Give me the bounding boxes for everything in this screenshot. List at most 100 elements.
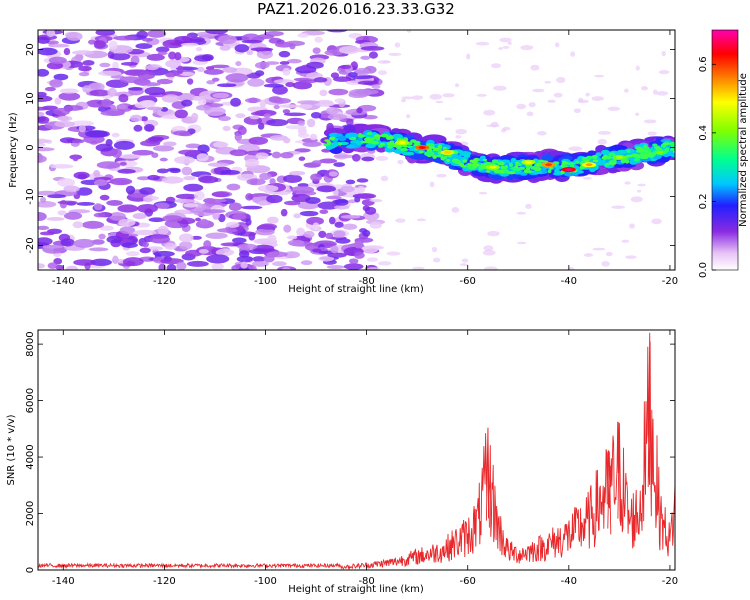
spectrogram-noise-blob: [72, 221, 84, 229]
spectrogram-noise-blob: [198, 249, 209, 254]
spectrogram-faint-blob: [577, 97, 584, 103]
spectrogram-ridge-blob: [510, 167, 517, 170]
spectrogram-noise-blob: [316, 185, 336, 193]
spectrogram-faint-blob: [643, 119, 657, 124]
colorbar-tick-label: 0.6: [698, 56, 709, 72]
spectrogram-noise-blob: [163, 141, 177, 147]
spectrogram-ytick-label: 20: [25, 43, 36, 56]
spectrogram-noise-blob: [292, 81, 313, 90]
spectrogram-noise-blob: [282, 137, 291, 144]
spectrogram-faint-blob: [377, 60, 391, 64]
spectrogram-hotspot-core: [398, 141, 406, 145]
spectrogram-noise-blob: [139, 247, 151, 254]
spectrogram-noise-blob: [145, 64, 159, 71]
spectrogram-faint-blob: [530, 64, 540, 71]
spectrogram-noise-blob: [235, 113, 246, 119]
spectrogram-noise-blob: [58, 92, 81, 101]
spectrogram-noise-blob: [245, 158, 260, 167]
spectrogram-noise-blob: [226, 183, 241, 191]
spectrogram-noise-blob: [205, 232, 228, 239]
spectrogram-noise-blob: [368, 51, 379, 59]
spectrogram-noise-blob: [328, 88, 349, 96]
spectrogram-noise-blob: [78, 124, 86, 133]
spectrogram-noise-blob: [88, 247, 109, 252]
spectrogram-noise-blob: [99, 225, 114, 231]
spectrogram-hotspot-core: [524, 160, 532, 164]
spectrogram-ridge-blob: [407, 145, 413, 148]
spectrogram-noise-blob: [216, 83, 237, 88]
spectrogram-noise-blob: [211, 64, 230, 69]
spectrogram-noise-blob: [257, 185, 279, 193]
colorbar-tick-label: 0.0: [698, 262, 709, 278]
spectrogram-hotspot-core: [615, 155, 623, 159]
spectrogram-noise-blob: [245, 218, 252, 226]
spectrogram-noise-blob: [213, 141, 229, 148]
spectrogram-noise-blob: [109, 52, 131, 61]
spectrogram-x-label: Height of straight line (km): [288, 284, 424, 295]
spectrogram-noise-blob: [352, 153, 361, 162]
spectrogram-ridge-blob: [370, 141, 380, 145]
spectrogram-noise-blob: [177, 65, 184, 75]
spectrogram-noise-blob: [218, 213, 226, 223]
spectrogram-noise-blob: [38, 225, 50, 230]
colorbar-tick-label: 0.4: [698, 125, 709, 141]
spectrogram-faint-blob: [493, 85, 507, 91]
spectrogram-noise-blob: [346, 118, 354, 126]
spectrogram-noise-blob: [237, 243, 258, 250]
spectrogram-noise-blob: [169, 168, 181, 174]
spectrogram-ridge-blob: [652, 155, 662, 160]
spectrogram-faint-blob: [635, 65, 640, 71]
spectrogram-ridge-blob: [581, 156, 589, 161]
spectrogram-noise-blob: [146, 53, 165, 61]
spectrogram-faint-blob: [483, 109, 496, 116]
spectrogram-noise-blob: [137, 82, 161, 87]
spectrogram-noise-blob: [38, 111, 45, 117]
spectrogram-noise-blob: [38, 138, 49, 144]
spectrogram-noise-blob: [99, 62, 111, 68]
spectrogram-ridge-blob: [531, 170, 543, 175]
spectrogram-noise-blob: [181, 99, 193, 107]
spectrogram-noise-blob: [312, 47, 321, 54]
spectrogram-faint-blob: [526, 111, 534, 117]
spectrogram-noise-blob: [142, 241, 149, 248]
spectrogram-hotspot-core: [418, 146, 426, 149]
spectrogram-noise-blob: [328, 171, 338, 177]
spectrogram-faint-blob: [429, 181, 435, 188]
spectrogram-y-label: Frequency (Hz): [8, 112, 19, 188]
spectrogram-noise-blob: [82, 85, 92, 93]
spectrogram-noise-blob: [217, 34, 237, 45]
spectrogram-noise-blob: [63, 185, 80, 193]
spectrogram-noise-blob: [269, 135, 288, 141]
spectrogram-noise-blob: [333, 154, 356, 159]
spectrogram-faint-blob: [484, 266, 498, 270]
spectrogram-noise-blob: [75, 187, 93, 196]
spectrogram-faint-blob: [406, 114, 411, 119]
spectrogram-hotspot-core: [489, 165, 497, 169]
spectrogram-ridge-blob: [592, 159, 599, 163]
spectrogram-noise-blob: [141, 99, 156, 108]
spectrogram-noise-blob: [137, 71, 156, 80]
snr-ytick-label: 8000: [25, 331, 36, 356]
spectrogram-faint-blob: [475, 41, 490, 46]
spectrogram-ridge-blob: [491, 159, 499, 164]
spectrogram-noise-blob: [82, 59, 95, 66]
spectrogram-noise-blob: [141, 37, 153, 42]
spectrogram-noise-blob: [280, 208, 288, 217]
spectrogram-noise-blob: [93, 203, 103, 211]
spectrogram-faint-blob: [432, 257, 441, 263]
spectrogram-noise-blob: [258, 223, 278, 230]
spectrogram-noise-blob: [325, 106, 339, 115]
spectrogram-faint-blob: [585, 92, 590, 97]
spectrogram-ridge-blob: [345, 133, 354, 138]
spectrogram-ridge-blob: [502, 169, 509, 174]
spectrogram-noise-blob: [334, 205, 350, 210]
spectrogram-noise-blob: [272, 261, 287, 267]
spectrogram-noise-blob: [252, 244, 275, 252]
spectrogram-noise-blob: [118, 218, 136, 227]
spectrogram-ridge-blob: [391, 133, 403, 140]
spectrogram-noise-blob: [64, 105, 84, 111]
spectrogram-ridge-blob: [378, 144, 383, 148]
spectrogram-noise-blob: [93, 169, 101, 177]
spectrogram-noise-blob: [48, 43, 70, 48]
spectrogram-ridge-blob: [541, 154, 554, 162]
